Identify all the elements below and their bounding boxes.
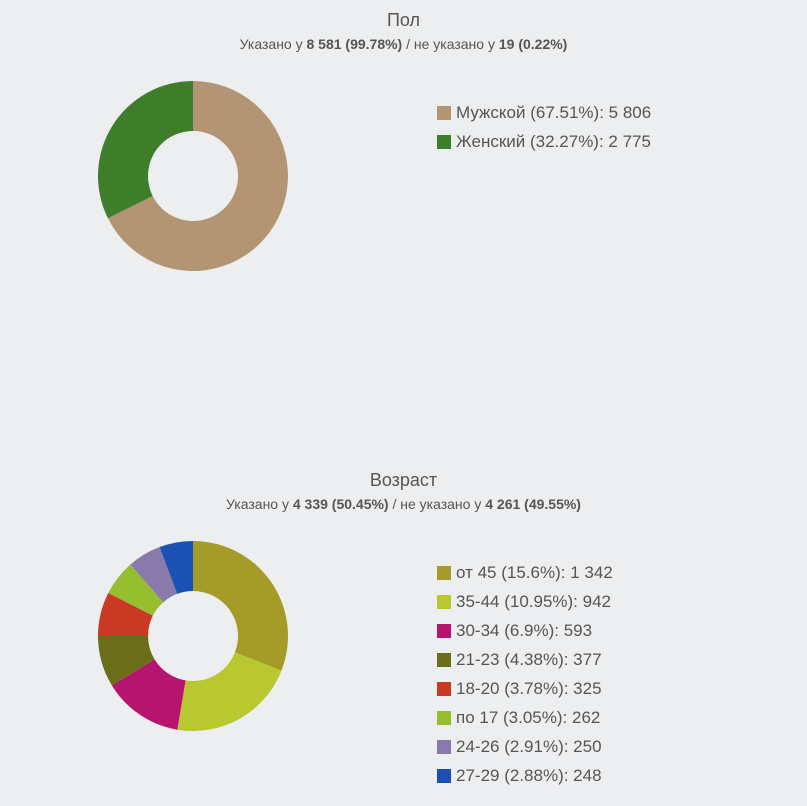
legend-item[interactable]: 30-34 (6.9%): 593	[437, 616, 613, 645]
donut-slice-1-5[interactable]	[108, 564, 164, 616]
legend-label: 24-26 (2.91%): 250	[456, 736, 602, 756]
legend-item[interactable]: 24-26 (2.91%): 250	[437, 732, 613, 761]
donut-slice-1-0[interactable]	[193, 541, 288, 671]
legend-swatch	[437, 565, 451, 580]
subtitle-middle: / не указано у	[402, 36, 499, 52]
legend-label: 27-29 (2.88%): 248	[456, 765, 602, 785]
legend-item[interactable]: Женский (32.27%): 2 775	[437, 127, 651, 156]
legend-item[interactable]: по 17 (3.05%): 262	[437, 703, 613, 732]
legend-swatch	[437, 134, 451, 149]
legend-label: по 17 (3.05%): 262	[456, 707, 601, 727]
chart-subtitle-gender: Указано у 8 581 (99.78%) / не указано у …	[0, 36, 807, 52]
chart-title-age: Возраст	[369, 470, 438, 490]
legend-swatch	[437, 768, 451, 783]
legend-swatch	[437, 681, 451, 696]
legend-swatch	[437, 623, 451, 638]
legend-item[interactable]: Мужской (67.51%): 5 806	[437, 98, 651, 127]
legend-swatch	[437, 739, 451, 754]
subtitle-prefix: Указано у	[226, 496, 293, 512]
subtitle-specified: 8 581 (99.78%)	[306, 36, 403, 52]
legend-age: от 45 (15.6%): 1 342 35-44 (10.95%): 942 3…	[437, 558, 613, 790]
donut-slice-1-2[interactable]	[111, 659, 186, 730]
legend-label: от 45 (15.6%): 1 342	[456, 562, 613, 582]
donut-slice-1-6[interactable]	[130, 547, 178, 603]
legend-label: 35-44 (10.95%): 942	[456, 591, 611, 611]
chart-title-gender: Пол	[386, 10, 421, 30]
donut-chart-gender	[98, 81, 288, 271]
legend-item[interactable]: 27-29 (2.88%): 248	[437, 761, 613, 790]
legend-swatch	[437, 594, 451, 609]
legend-label: 21-23 (4.38%): 377	[456, 649, 602, 669]
donut-chart-age	[98, 541, 288, 731]
legend-swatch	[437, 652, 451, 667]
legend-item[interactable]: 18-20 (3.78%): 325	[437, 674, 613, 703]
donut-slice-0-0[interactable]	[107, 81, 288, 271]
subtitle-unspecified: 4 261 (49.55%)	[485, 496, 581, 512]
legend-label: Женский (32.27%): 2 775	[456, 131, 651, 151]
subtitle-prefix: Указано у	[239, 36, 307, 52]
donut-slice-1-4[interactable]	[98, 592, 153, 637]
legend-item[interactable]: от 45 (15.6%): 1 342	[437, 558, 613, 587]
legend-label: 30-34 (6.9%): 593	[456, 620, 593, 640]
subtitle-specified: 4 339 (50.45%)	[292, 496, 389, 512]
legend-label: Мужской (67.51%): 5 806	[456, 102, 652, 122]
legend-item[interactable]: 35-44 (10.95%): 942	[437, 587, 613, 616]
donut-slice-1-1[interactable]	[177, 652, 282, 731]
legend-item[interactable]: 21-23 (4.38%): 377	[437, 645, 613, 674]
legend-swatch	[437, 105, 451, 120]
legend-gender: Мужской (67.51%): 5 806 Женский (32.27%):…	[437, 98, 651, 156]
subtitle-middle: / не указано у	[388, 496, 486, 512]
donut-slice-1-7[interactable]	[159, 541, 193, 594]
chart-subtitle-age: Указано у 4 339 (50.45%) / не указано у …	[0, 496, 807, 512]
subtitle-unspecified: 19 (0.22%)	[498, 36, 568, 52]
legend-label: 18-20 (3.78%): 325	[456, 678, 602, 698]
donut-slice-0-1[interactable]	[98, 81, 193, 219]
legend-swatch	[437, 710, 451, 725]
donut-slice-1-3[interactable]	[98, 636, 155, 686]
